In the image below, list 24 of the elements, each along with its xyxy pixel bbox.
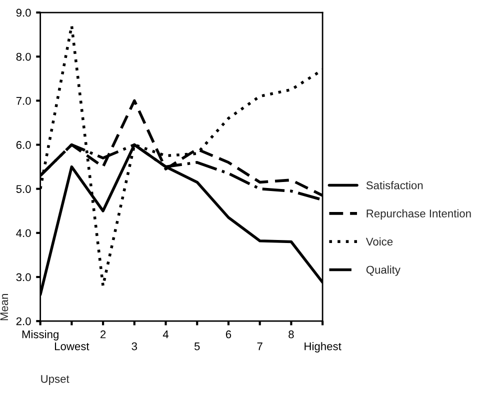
legend-label: Repurchase Intention: [366, 209, 471, 220]
y-tick-label: 7.0: [16, 96, 31, 105]
x-tick-label: 6: [226, 330, 232, 338]
y-tick-label: 5.0: [16, 185, 31, 193]
legend-label: Satisfaction: [366, 181, 423, 190]
legend-label: Quality: [366, 266, 400, 276]
x-tick-label: 7: [257, 342, 262, 350]
x-axis-title: Upset: [41, 375, 70, 386]
y-tick-label: 6.0: [16, 141, 31, 149]
x-tick-label: 3: [132, 342, 137, 350]
y-tick-label: 2.0: [16, 317, 31, 326]
x-tick-label: 8: [288, 330, 294, 338]
legend-label: Voice: [366, 237, 393, 246]
y-tick-label: 8.0: [16, 52, 31, 61]
y-tick-label: 3.0: [16, 273, 31, 282]
x-tick-label: Missing: [22, 330, 58, 340]
y-tick-label: 4.0: [16, 229, 31, 238]
x-tick-label: 5: [194, 342, 200, 350]
y-tick-label: 9.0: [16, 8, 31, 17]
y-axis-title: Mean: [0, 294, 8, 320]
x-tick-label: Highest: [304, 342, 342, 352]
x-tick-label: 2: [100, 330, 106, 338]
x-tick-label: 4: [162, 330, 169, 338]
x-tick-label: Lowest: [54, 342, 90, 350]
